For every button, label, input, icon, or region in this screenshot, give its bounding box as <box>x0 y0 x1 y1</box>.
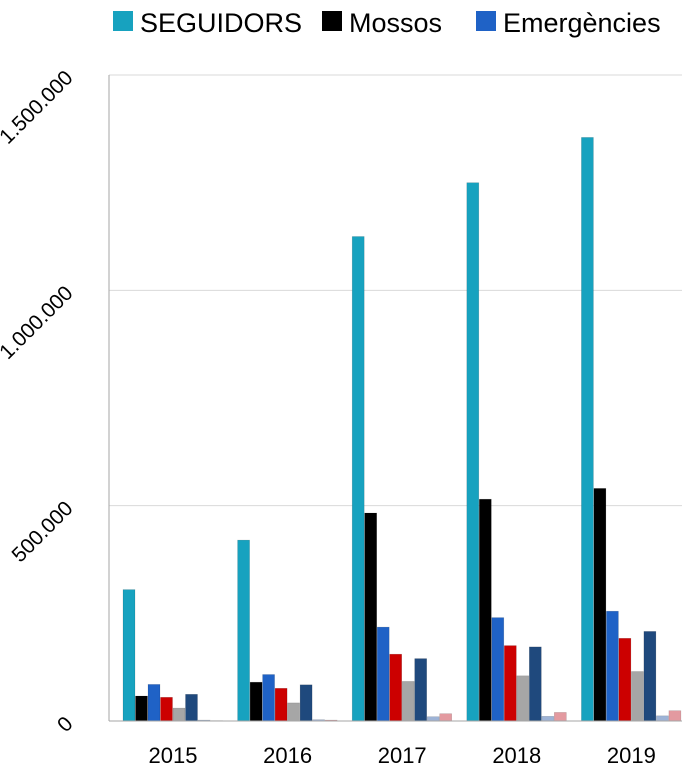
x-category-label: 2015 <box>149 743 198 768</box>
x-category-label: 2019 <box>607 743 656 768</box>
bar <box>299 684 313 722</box>
bar <box>160 696 173 722</box>
bar <box>389 653 403 722</box>
bars <box>122 137 682 722</box>
bar <box>618 637 632 722</box>
legend-swatch <box>476 11 496 31</box>
bar <box>135 695 148 722</box>
x-category-label: 2016 <box>263 743 312 768</box>
bar <box>503 645 517 722</box>
bar <box>656 715 669 722</box>
bar <box>478 498 492 722</box>
bar <box>528 646 542 722</box>
legend: SEGUIDORS Mossos Emergències <box>113 8 661 38</box>
bar <box>237 539 250 722</box>
bar <box>668 710 682 722</box>
bar <box>147 684 161 722</box>
legend-swatch <box>322 11 342 31</box>
bar <box>351 236 365 722</box>
bar <box>631 671 644 722</box>
bar <box>426 716 440 722</box>
bar <box>553 712 567 722</box>
axes <box>108 75 682 722</box>
bar <box>262 674 275 722</box>
bar <box>122 589 136 722</box>
bar <box>185 693 198 722</box>
y-tick-label: 1.000.000 <box>0 282 78 364</box>
bar <box>287 702 300 722</box>
bar <box>491 617 505 722</box>
bar <box>376 626 390 722</box>
bar <box>516 675 530 722</box>
bar <box>581 137 594 722</box>
bar <box>364 512 378 722</box>
bar <box>249 681 263 722</box>
y-tick-label: 0 <box>53 712 78 737</box>
bar <box>541 715 555 722</box>
bar <box>643 631 657 722</box>
bar <box>274 687 288 722</box>
gridlines <box>109 74 682 507</box>
bar <box>593 488 607 722</box>
x-axis-category-labels: 2015 2016 2017 2018 2019 <box>149 743 656 768</box>
bar <box>401 681 415 722</box>
bar <box>414 658 428 722</box>
bar <box>466 182 480 722</box>
y-tick-label: 1.500.000 <box>0 66 78 148</box>
y-axis-tick-labels: 0 500.000 1.000.000 1.500.000 <box>0 66 78 737</box>
legend-swatch <box>113 11 133 31</box>
legend-label: Mossos <box>349 8 442 38</box>
bar <box>172 707 186 722</box>
bar <box>439 713 453 722</box>
bar <box>606 610 619 722</box>
y-tick-label: 500.000 <box>8 497 78 567</box>
x-category-label: 2018 <box>492 743 541 768</box>
legend-label: Emergències <box>503 8 661 38</box>
legend-label: SEGUIDORS <box>140 8 302 38</box>
x-category-label: 2017 <box>378 743 427 768</box>
